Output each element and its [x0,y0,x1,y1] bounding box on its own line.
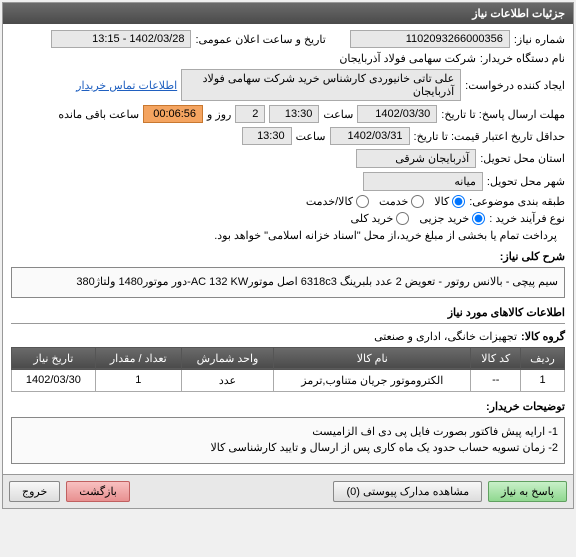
table-body: 1--الکتروموتور جریان متناوب,ترمزعدد11402… [12,369,565,391]
table-cell: عدد [181,369,273,391]
deadline-label: مهلت ارسال پاسخ: تا تاریخ: [441,108,565,121]
back-button[interactable]: بازگشت [66,481,130,502]
table-header-cell: نام کالا [274,347,471,369]
table-cell: الکتروموتور جریان متناوب,ترمز [274,369,471,391]
panel-title: جزئیات اطلاعات نیاز [3,3,573,24]
table-header-cell: کد کالا [471,347,521,369]
contact-link[interactable]: اطلاعات تماس خریدار [76,79,177,92]
radio-label: خرید کلی [351,212,394,225]
table-cell: 1 [95,369,181,391]
deadline-time: 13:30 [269,105,319,123]
payment-note: پرداخت تمام یا بخشی از مبلغ خرید،از محل … [214,229,557,242]
table-cell: 1402/03/30 [12,369,96,391]
row-city: شهر محل تحویل: میانه [11,172,565,191]
requester-field: علی تاتی خانیوردی کارشناس خرید شرکت سهام… [181,69,461,101]
radio-label: کالا/خدمت [306,195,353,208]
city-label: شهر محل تحویل: [487,175,565,188]
table-cell: 1 [521,369,565,391]
exit-button[interactable]: خروج [9,481,60,502]
radio-item: کالا/خدمت [306,195,369,208]
buy-process-label: نوع فرآیند خرید : [489,212,565,225]
min-valid-label: حداقل تاریخ اعتبار قیمت: تا تاریخ: [414,130,565,143]
radio-input[interactable] [452,195,465,208]
time-label-2: ساعت [296,130,326,143]
panel-body: شماره نیاز: 1102093266000356 تاریخ و ساع… [3,24,573,474]
buyer-notes-box: 1- ارایه پیش فاکتور بصورت فایل پی دی اف … [11,417,565,464]
radio-input[interactable] [472,212,485,225]
row-buyer-org: نام دستگاه خریدار: شرکت سهامی فولاد آذرب… [11,52,565,65]
table-header-cell: ردیف [521,347,565,369]
province-label: استان محل تحویل: [480,152,565,165]
footer-bar: پاسخ به نیاز مشاهده مدارک پیوستی (0) باز… [3,474,573,508]
table-head-row: ردیفکد کالانام کالاواحد شمارشتعداد / مقد… [12,347,565,369]
table-header-cell: تعداد / مقدار [95,347,181,369]
budget-class-label: طبقه بندی موضوعی: [469,195,565,208]
need-summary-box: سیم پیچی - بالانس روتور - تعویض 2 عدد بل… [11,267,565,298]
radio-label: کالا [434,195,449,208]
requester-label: ایجاد کننده درخواست: [465,79,565,92]
deadline-date: 1402/03/30 [357,105,437,123]
table-header-cell: تاریخ نیاز [12,347,96,369]
table-header-cell: واحد شمارش [181,347,273,369]
attachments-button[interactable]: مشاهده مدارک پیوستی (0) [333,481,482,502]
table-row: 1--الکتروموتور جریان متناوب,ترمزعدد11402… [12,369,565,391]
buyer-notes-label: توضیحات خریدار: [486,400,565,413]
announce-field: 1402/03/28 - 13:15 [51,30,191,48]
days-label: روز و [207,108,231,121]
min-valid-date: 1402/03/31 [330,127,410,145]
buyer-org-label: نام دستگاه خریدار: [480,52,565,65]
city-field: میانه [363,172,483,191]
radio-item: خرید جزیی [419,212,485,225]
radio-item: خرید کلی [351,212,410,225]
radio-label: خدمت [379,195,408,208]
budget-radio-group: کالا خدمت کالا/خدمت [306,195,465,208]
buyer-org-value: شرکت سهامی فولاد آذربایجان [339,52,476,65]
details-panel: جزئیات اطلاعات نیاز شماره نیاز: 11020932… [2,2,574,509]
items-section-title: اطلاعات کالاهای مورد نیاز [11,302,565,324]
row-budget-class: طبقه بندی موضوعی: کالا خدمت کالا/خدمت [11,195,565,208]
items-table: ردیفکد کالانام کالاواحد شمارشتعداد / مقد… [11,347,565,392]
row-min-valid: حداقل تاریخ اعتبار قیمت: تا تاریخ: 1402/… [11,127,565,145]
buy-radio-group: خرید جزیی خرید کلی [351,212,486,225]
row-buyer-notes-label: توضیحات خریدار: [11,400,565,413]
row-need-summary: شرح کلی نیاز: [11,250,565,263]
row-group: گروه کالا: تجهیزات خانگی، اداری و صنعتی [11,330,565,343]
row-deadline: مهلت ارسال پاسخ: تا تاریخ: 1402/03/30 سا… [11,105,565,123]
table-cell: -- [471,369,521,391]
time-label-1: ساعت [323,108,353,121]
group-value: تجهیزات خانگی، اداری و صنعتی [374,330,517,343]
footer-spacer [136,481,328,502]
radio-item: کالا [434,195,465,208]
row-need-announce: شماره نیاز: 1102093266000356 تاریخ و ساع… [11,30,565,48]
radio-item: خدمت [379,195,424,208]
need-summary-label: شرح کلی نیاز: [500,250,565,263]
group-label: گروه کالا: [521,330,565,343]
radio-input[interactable] [411,195,424,208]
row-requester: ایجاد کننده درخواست: علی تاتی خانیوردی ک… [11,69,565,101]
min-valid-time: 13:30 [242,127,292,145]
remaining-label: ساعت باقی مانده [58,108,139,121]
announce-label: تاریخ و ساعت اعلان عمومی: [195,33,325,46]
respond-button[interactable]: پاسخ به نیاز [488,481,567,502]
need-no-label: شماره نیاز: [514,33,565,46]
need-no-field: 1102093266000356 [350,30,510,48]
row-province: استان محل تحویل: آذربایجان شرقی [11,149,565,168]
province-field: آذربایجان شرقی [356,149,476,168]
row-buy-process: نوع فرآیند خرید : خرید جزیی خرید کلی پردا… [11,212,565,242]
countdown: 00:06:56 [143,105,203,123]
radio-label: خرید جزیی [419,212,469,225]
radio-input[interactable] [356,195,369,208]
days-value: 2 [235,105,265,123]
radio-input[interactable] [396,212,409,225]
